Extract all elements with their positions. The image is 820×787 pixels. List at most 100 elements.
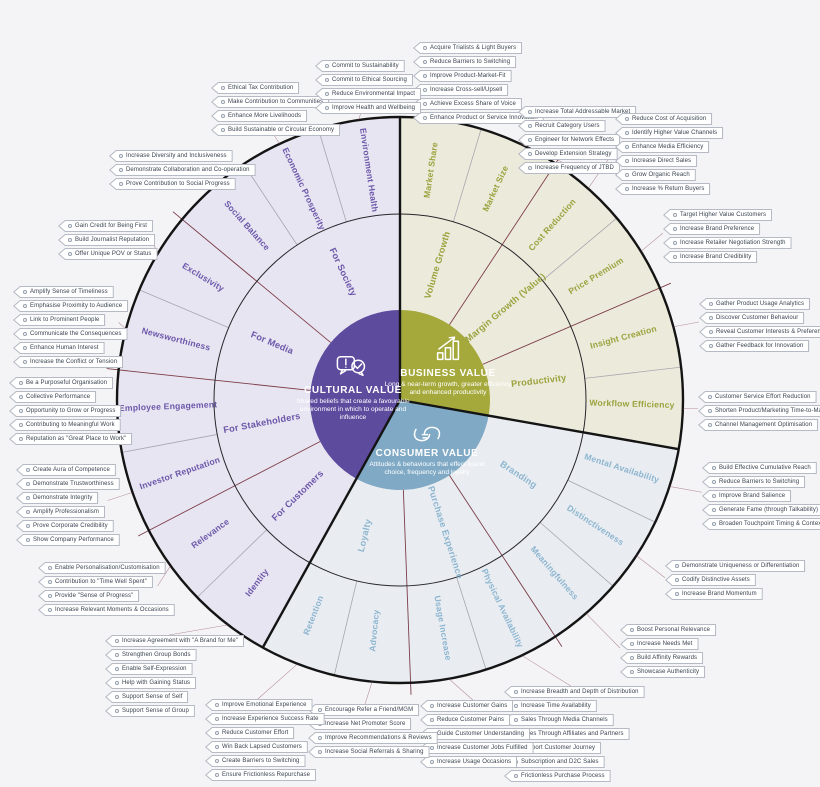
callout-label: Reduce Customer Effort	[222, 730, 289, 736]
callout-cluster-market-share: Acquire Trialists & Light Buyers Reduce B…	[413, 42, 544, 124]
callout-label: Discover Customer Behaviour	[716, 315, 799, 321]
callout-cluster-economic-prosperity: Ethical Tax Contribution Make Contributio…	[211, 82, 341, 136]
bullet-circle-icon	[215, 773, 219, 777]
callout-item: Opportunity to Grow or Progress	[9, 405, 122, 417]
callout-item: Amplify Sense of Timeliness	[13, 286, 114, 298]
group-purchase-experience	[403, 475, 503, 586]
callout-label: Customer Service Effort Reduction	[715, 394, 811, 400]
callout-item: Win Back Lapsed Customers	[205, 741, 308, 753]
callout-label: Prove Contribution to Social Progress	[126, 181, 230, 187]
bullet-circle-icon	[708, 409, 712, 413]
bullet-circle-icon	[423, 88, 427, 92]
wedge-mental-availability	[567, 432, 679, 523]
callout-item: Offer Unique POV or Status	[58, 248, 158, 260]
callout-item: Codify Distinctive Assets	[665, 574, 756, 586]
wedge-insight-creation	[570, 287, 682, 379]
bullet-circle-icon	[630, 628, 634, 632]
callout-leader-line	[521, 655, 571, 687]
callout-label: Showcase Authenticity	[637, 669, 700, 675]
wedge-relevance	[148, 485, 267, 598]
business-value-description: Long & near-term growth, greater efficie…	[384, 381, 512, 396]
callout-item: Enable Personalisation/Customisation	[38, 562, 166, 574]
callout-item: Engineer for Network Effects	[518, 134, 621, 146]
callout-item: Increase Customer Jobs Fulfilled	[420, 742, 534, 754]
bullet-circle-icon	[630, 670, 634, 674]
wedge-newsworthiness	[118, 289, 229, 381]
bullet-circle-icon	[514, 704, 518, 708]
callout-label: Develop Extension Strategy	[535, 151, 612, 157]
callout-label: Sales Through Affiliates and Partners	[521, 731, 624, 737]
callout-leader-line	[257, 663, 298, 700]
bullet-circle-icon	[514, 718, 518, 722]
callout-label: Reduce Cost of Acquisition	[632, 116, 707, 122]
callout-item: Reduce Cost of Acquisition	[615, 113, 713, 125]
callout-label: Enhance Product or Service Innovation	[430, 115, 538, 121]
callout-label: Improve Emotional Experience	[222, 702, 307, 708]
callout-item: Increase Frequency of JTBD	[518, 162, 620, 174]
callout-cluster-mental-availability: Build Effective Cumulative Reach Reduce B…	[702, 462, 820, 530]
bullet-circle-icon	[325, 106, 329, 110]
callout-item: Increase Retailer Negotiation Strength	[663, 237, 792, 249]
callout-label: Enhance Human Interest	[30, 345, 99, 351]
callout-label: Improve Product-Market-Fit	[430, 73, 506, 79]
callout-label: Increase Brand Preference	[680, 226, 755, 232]
callout-item: Customer Service Effort Reduction	[698, 391, 817, 403]
callout-label: Ethical Tax Contribution	[228, 85, 294, 91]
callout-leader-line	[157, 565, 171, 587]
bullet-circle-icon	[115, 695, 119, 699]
callout-item: Enhance Product or Service Innovation	[413, 112, 544, 124]
callout-label: Shorten Product/Marketing Time-to-Market	[715, 408, 820, 414]
bullet-circle-icon	[221, 100, 225, 104]
callout-label: Create Barriers to Switching	[222, 758, 300, 764]
callout-cluster-insight-creation: Gather Product Usage Analytics Discover C…	[699, 298, 820, 352]
wedge-economic-prosperity	[243, 129, 347, 245]
callout-cluster-market-size: Increase Total Addressable Market Recruit…	[518, 106, 637, 174]
callout-item: Show Company Performance	[16, 534, 120, 546]
bullet-circle-icon	[221, 114, 225, 118]
callout-item: Reduce Customer Pains	[420, 714, 511, 726]
callout-item: Increase Experience Success Rate	[205, 713, 325, 725]
center-slice-cultural	[309, 310, 400, 479]
wedge-separator	[243, 163, 298, 246]
label-advocacy: Advocacy	[367, 609, 381, 652]
chat-alert-icon	[336, 355, 366, 377]
callout-item: Recruit Category Users	[518, 120, 606, 132]
callout-item: Ethical Tax Contribution	[211, 82, 300, 94]
callout-item: Build Sustainable or Circular Economy	[211, 124, 341, 136]
callout-item: Enhance More Livelihoods	[211, 110, 308, 122]
bullet-circle-icon	[119, 182, 123, 186]
callout-label: Increase Frequency of JTBD	[535, 165, 614, 171]
group-for-stakeholders	[214, 380, 321, 486]
callout-label: Enable Self-Expression	[122, 666, 187, 672]
callout-cluster-exclusivity: Gain Credit for Being First Build Journal…	[58, 220, 158, 260]
group-separator	[137, 441, 321, 537]
callout-item: Increase % Return Buyers	[615, 183, 711, 195]
callout-label: Increase Breadth and Depth of Distributi…	[521, 689, 639, 695]
bullet-circle-icon	[709, 316, 713, 320]
bullet-circle-icon	[318, 750, 322, 754]
callout-cluster-identity: Increase Agreement with "A Brand for Me"…	[105, 635, 244, 717]
bullet-circle-icon	[221, 86, 225, 90]
bullet-circle-icon	[423, 46, 427, 50]
bullet-circle-icon	[423, 74, 427, 78]
callout-item: Increase Relevant Moments & Occasions	[38, 604, 175, 616]
callout-label: Create Aura of Competence	[33, 467, 110, 473]
bullet-circle-icon	[673, 213, 677, 217]
callout-label: Emphasise Proximity to Audience	[30, 303, 123, 309]
callout-label: Guide Customer Understanding	[437, 731, 525, 737]
callout-label: Build Sustainable or Circular Economy	[228, 127, 335, 133]
bullet-circle-icon	[423, 116, 427, 120]
callout-item: Increase Breadth and Depth of Distributi…	[504, 686, 645, 698]
callout-item: Increase the Conflict or Tension	[13, 356, 124, 368]
bullet-circle-icon	[48, 594, 52, 598]
callout-label: Reputation as "Great Place to Work"	[26, 436, 127, 442]
wedge-price-premium	[542, 218, 660, 327]
callout-item: Increase Time Availability	[504, 700, 597, 712]
callout-label: Commit to Sustainability	[332, 63, 399, 69]
callout-item: Encourage Refer a Friend/MGM	[308, 704, 420, 716]
callout-item: Demonstrate Integrity	[16, 492, 99, 504]
bullet-circle-icon	[325, 92, 329, 96]
bullet-circle-icon	[712, 466, 716, 470]
callout-label: Improve Brand Salience	[719, 493, 786, 499]
callout-label: Show Company Performance	[33, 537, 114, 543]
